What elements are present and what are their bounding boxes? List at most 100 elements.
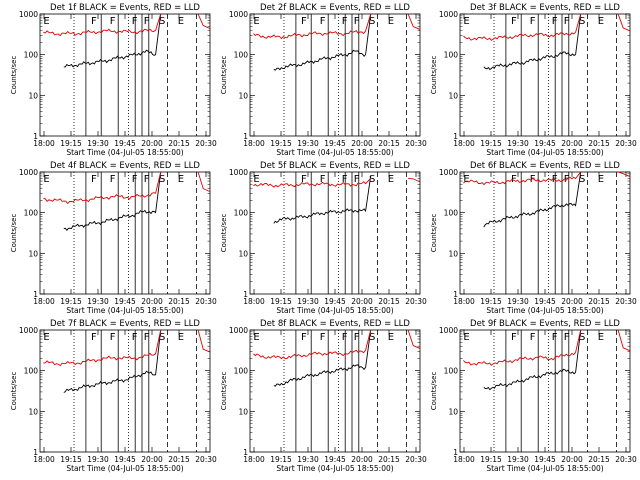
x-axis-label: Start Time (04-Jul-05 18:55:00) xyxy=(276,306,393,315)
x-tick-label: 20:15 xyxy=(378,139,400,148)
marker-label: E xyxy=(598,16,604,27)
events-series-line xyxy=(273,13,372,71)
marker-label: F xyxy=(354,332,360,343)
lld-series-tail xyxy=(408,177,421,183)
lld-series-tail xyxy=(197,171,211,193)
x-tick-label: 18:00 xyxy=(33,297,55,306)
y-tick-label: 10 xyxy=(28,407,38,416)
y-tick-label: 100 xyxy=(444,209,459,218)
x-tick-label: 19:45 xyxy=(324,455,346,464)
x-tick-label: 19:45 xyxy=(534,297,556,306)
marker-label: E xyxy=(178,174,184,185)
y-axis-label: Counts/sec xyxy=(430,372,438,411)
x-tick-label: 20:15 xyxy=(168,455,190,464)
marker-label: E xyxy=(598,332,604,343)
x-tick-label: 19:30 xyxy=(297,297,319,306)
marker-label: E xyxy=(253,174,259,185)
y-tick-label: 10 xyxy=(28,91,38,100)
marker-label: E xyxy=(388,16,394,27)
y-tick-label: 1000 xyxy=(19,168,38,177)
marker-label: F xyxy=(110,174,116,185)
x-tick-label: 19:15 xyxy=(480,139,502,148)
x-tick-label: 19:15 xyxy=(270,297,292,306)
lld-series-tail xyxy=(617,13,631,32)
x-axis-label: Start Time (04-Jul-05 18:55:00) xyxy=(486,306,603,315)
x-tick-label: 20:15 xyxy=(168,139,190,148)
marker-label: E xyxy=(388,174,394,185)
lld-series-line xyxy=(43,171,162,205)
x-tick-label: 19:15 xyxy=(480,455,502,464)
x-axis-label: Start Time (04-Jul-05 18:55:00) xyxy=(486,148,603,157)
x-tick-label: 18:00 xyxy=(243,297,265,306)
events-series-line xyxy=(483,171,582,228)
marker-label: F xyxy=(564,332,570,343)
x-tick-label: 18:00 xyxy=(243,455,265,464)
events-series-line xyxy=(63,329,162,393)
y-tick-label: 10 xyxy=(238,407,248,416)
events-series-line xyxy=(273,329,372,387)
lld-series-tail xyxy=(617,171,631,178)
plot-frame xyxy=(39,171,211,295)
panel-title: Det 1f BLACK = Events, RED = LLD xyxy=(50,3,200,13)
x-tick-label: 19:15 xyxy=(60,139,82,148)
x-axis-label: Start Time (04-Jul-05 18:55:00) xyxy=(66,306,183,315)
lld-series-line xyxy=(43,329,162,367)
plot-frame xyxy=(459,171,631,295)
x-tick-label: 19:30 xyxy=(297,455,319,464)
y-tick-label: 100 xyxy=(24,367,39,376)
marker-label: F xyxy=(301,332,307,343)
marker-label: F xyxy=(91,174,97,185)
marker-label: F xyxy=(144,174,150,185)
x-tick-label: 20:00 xyxy=(351,297,373,306)
y-tick-label: 1000 xyxy=(229,10,248,19)
marker-label: F xyxy=(320,332,326,343)
x-tick-label: 20:00 xyxy=(351,455,373,464)
panel-title: Det 7f BLACK = Events, RED = LLD xyxy=(50,319,200,329)
x-tick-label: 20:15 xyxy=(588,139,610,148)
marker-label: E xyxy=(463,174,469,185)
marker-label: F xyxy=(552,332,558,343)
marker-label: E xyxy=(43,16,49,27)
y-tick-label: 10 xyxy=(238,249,248,258)
x-tick-label: 20:30 xyxy=(615,455,637,464)
y-tick-label: 1 xyxy=(453,290,458,299)
y-tick-label: 1 xyxy=(453,132,458,141)
panel-det-7: Det 7f BLACK = Events, RED = LLD 1 10 100 10… xyxy=(10,319,217,473)
marker-label: S xyxy=(159,16,165,27)
x-tick-label: 20:15 xyxy=(378,297,400,306)
marker-label: E xyxy=(388,332,394,343)
plot-frame xyxy=(459,13,631,137)
x-tick-label: 20:30 xyxy=(195,455,217,464)
y-tick-label: 100 xyxy=(234,209,249,218)
x-tick-label: 20:00 xyxy=(561,297,583,306)
x-tick-label: 19:30 xyxy=(507,139,529,148)
marker-label: F xyxy=(511,174,517,185)
panel-title: Det 4f BLACK = Events, RED = LLD xyxy=(50,161,200,171)
lld-series-line xyxy=(253,13,372,40)
x-tick-label: 20:30 xyxy=(405,139,427,148)
x-tick-label: 20:15 xyxy=(588,297,610,306)
x-tick-label: 20:30 xyxy=(615,297,637,306)
x-axis-label: Start Time (04-Jul-05 18:55:00) xyxy=(276,148,393,157)
x-axis-label: Start Time (04-Jul-05 18:55:00) xyxy=(66,148,183,157)
y-tick-label: 1000 xyxy=(229,168,248,177)
x-tick-label: 19:45 xyxy=(324,139,346,148)
x-tick-label: 20:00 xyxy=(351,139,373,148)
marker-label: F xyxy=(342,174,348,185)
y-tick-label: 1000 xyxy=(19,10,38,19)
y-tick-label: 100 xyxy=(444,367,459,376)
marker-label: S xyxy=(159,174,165,185)
marker-label: S xyxy=(369,16,375,27)
y-axis-label: Counts/sec xyxy=(430,214,438,253)
x-tick-label: 19:45 xyxy=(114,139,136,148)
x-axis-label: Start Time (04-Jul-05 18:55:00) xyxy=(66,464,183,473)
lld-series-tail xyxy=(617,329,631,352)
marker-label: F xyxy=(91,16,97,27)
x-tick-label: 20:30 xyxy=(405,297,427,306)
y-tick-label: 10 xyxy=(238,91,248,100)
x-tick-label: 19:45 xyxy=(534,139,556,148)
events-series-line xyxy=(483,329,582,391)
y-axis-label: Counts/sec xyxy=(220,372,228,411)
y-tick-label: 1 xyxy=(243,448,248,457)
